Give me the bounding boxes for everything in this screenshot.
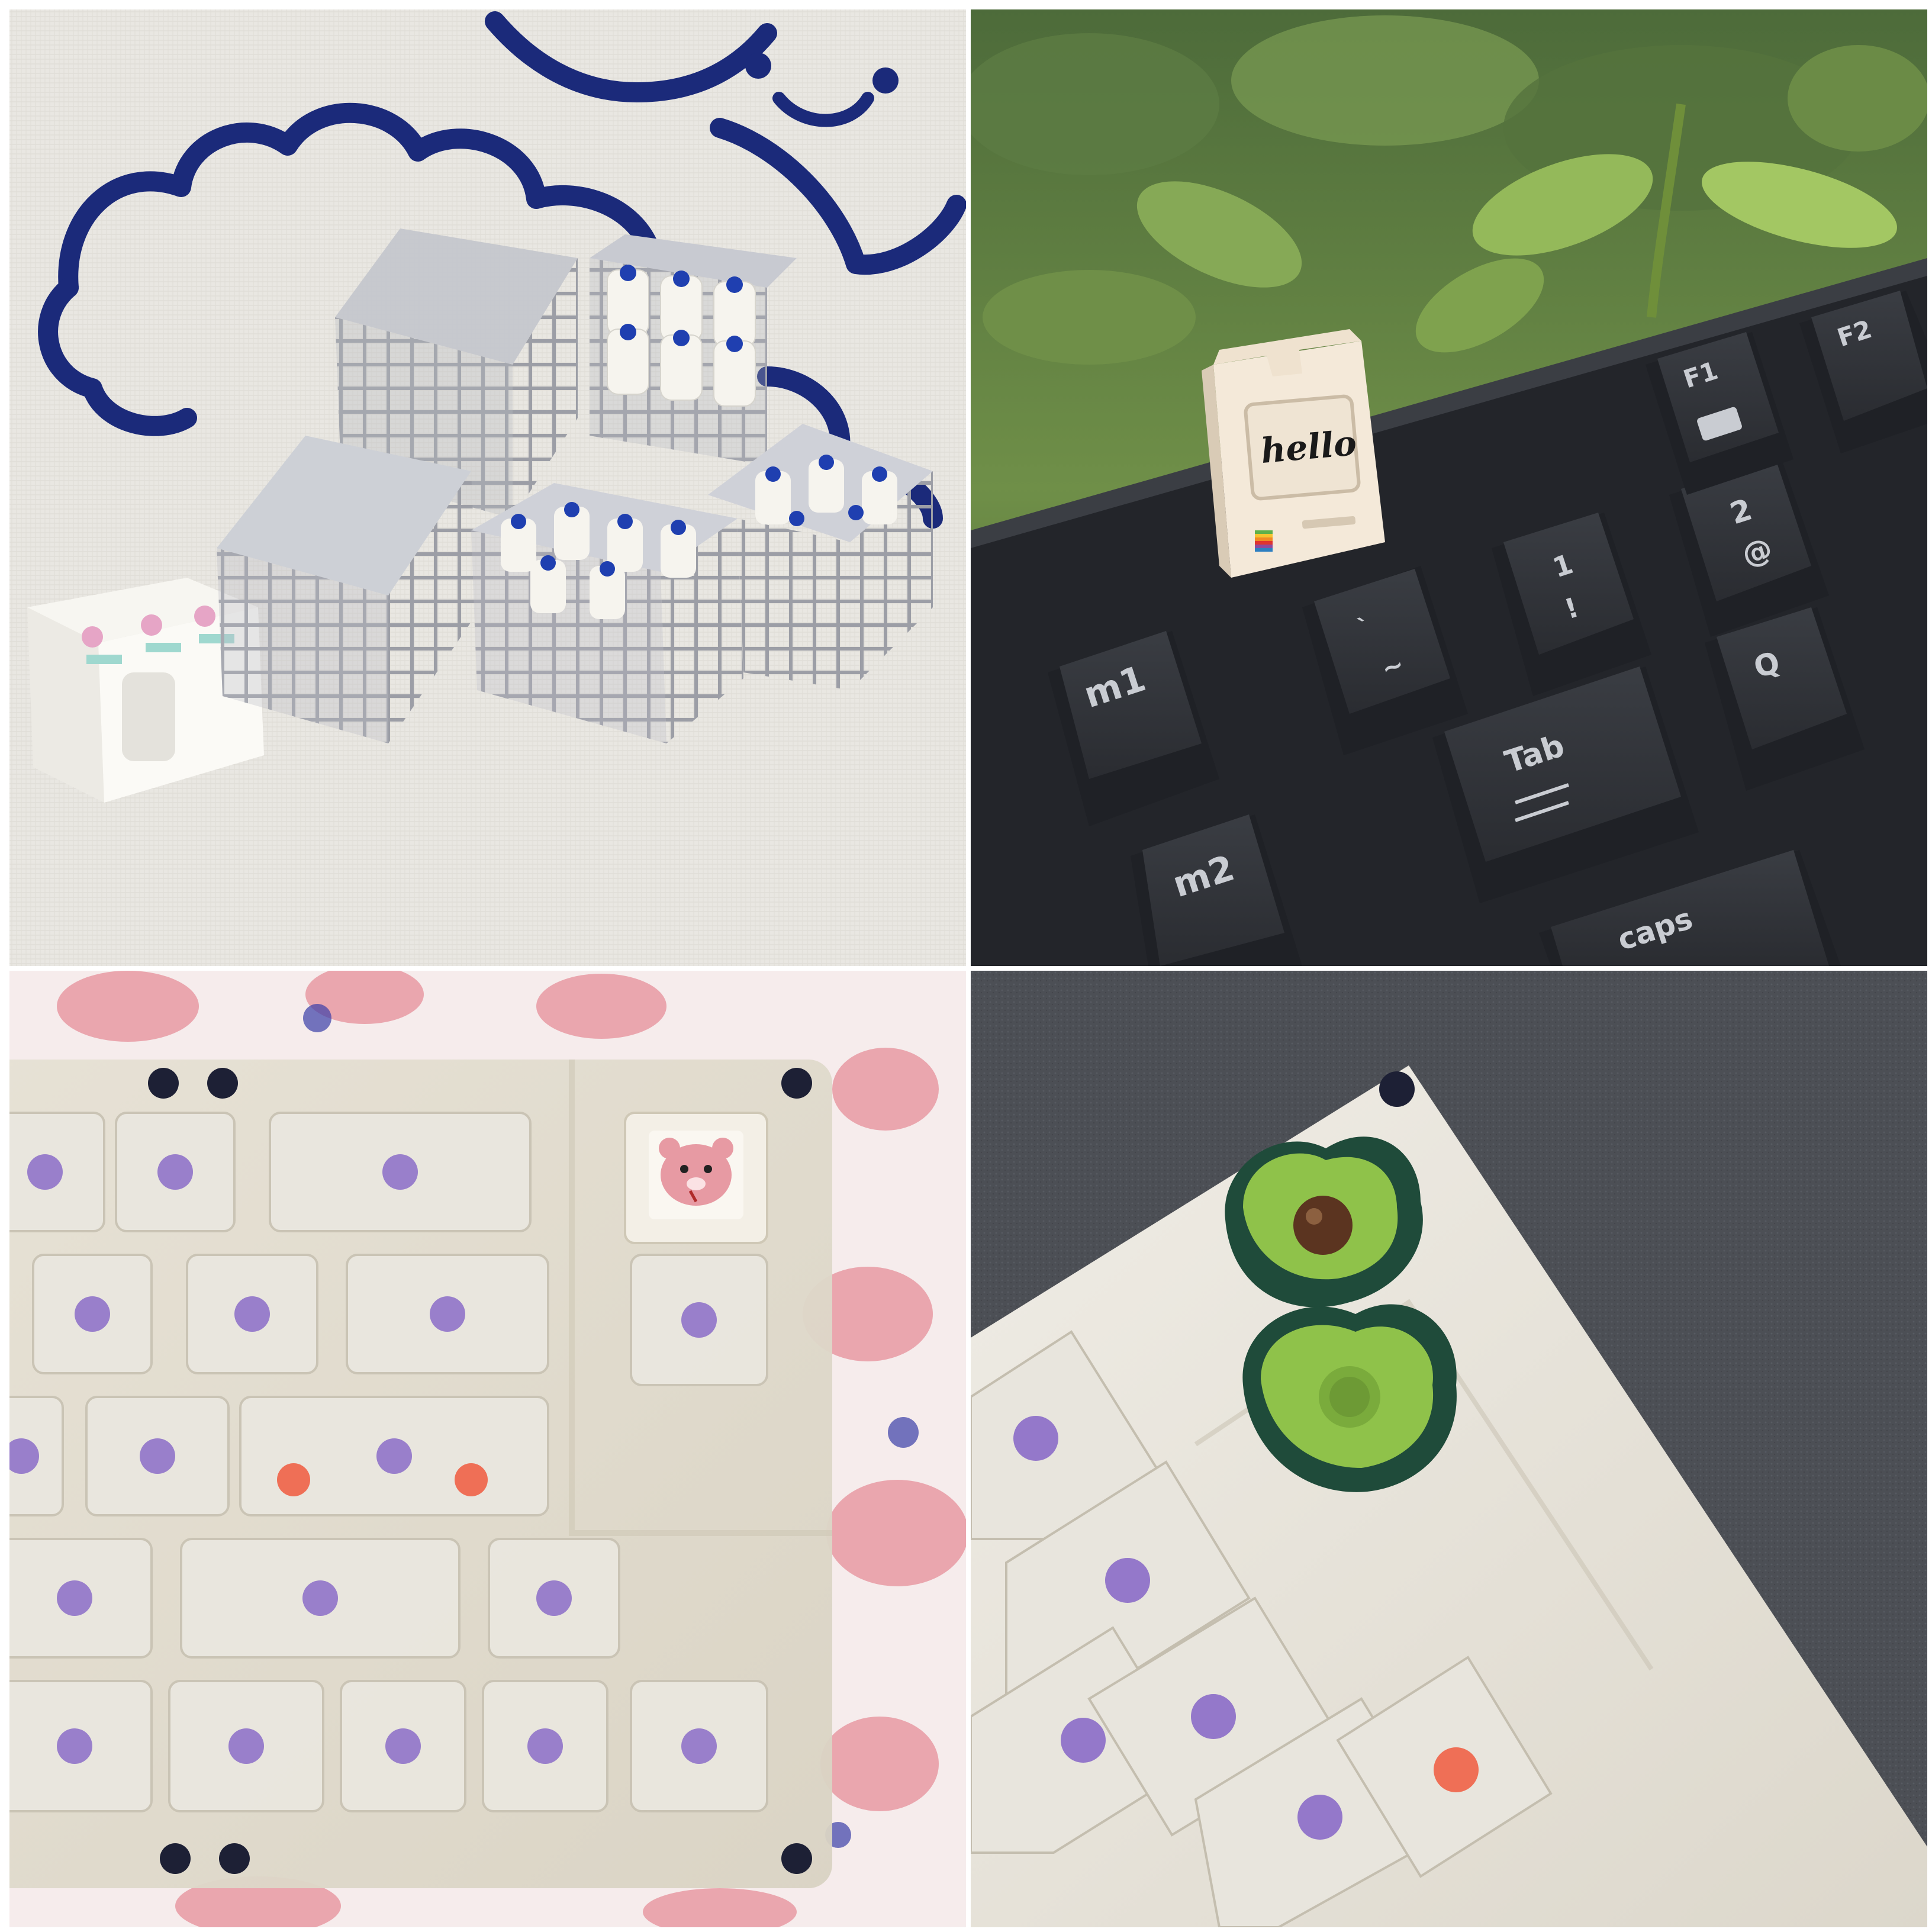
cloud-print: [38, 11, 966, 529]
crate-bottles-right: [708, 424, 933, 690]
cloud-face: [745, 53, 899, 127]
keycap-hello-text: hello: [1259, 423, 1358, 471]
photo-avocado-keycaps: [971, 971, 1927, 1927]
key-caps: caps: [1539, 850, 1841, 966]
case-screws: [148, 1068, 812, 1874]
plant-foliage: [971, 15, 1927, 365]
bear-print-background: [57, 971, 966, 1927]
crate-bottles-front: [471, 483, 743, 743]
mute-icon: [1697, 407, 1742, 441]
clear-keycaps: [9, 1112, 768, 1812]
key-m2: m2: [1131, 814, 1302, 966]
avocado-keycap-pit: [1225, 1136, 1423, 1308]
key-f1: F1: [1646, 332, 1793, 495]
case-screw: [1379, 1071, 1415, 1107]
key-1: 1 !: [1492, 513, 1651, 696]
avocado-keycap-hollow: [1242, 1304, 1457, 1492]
bear-keycap: [624, 1112, 768, 1244]
pink-bear-icon: [659, 1138, 733, 1206]
crate-empty-front: [217, 436, 477, 743]
key-2: 2 @: [1669, 459, 1829, 637]
key-grave: ` ~: [1302, 566, 1468, 755]
retro-computer-keycap: hello: [1202, 329, 1385, 578]
key-q: Q: [1705, 607, 1865, 791]
rainbow-apple-icon: [1255, 530, 1273, 552]
keyboard-keys: m1 m2 ` ~ 1: [1048, 291, 1927, 966]
milk-carton-keycap: [27, 578, 264, 803]
photo-milk-crates: [9, 9, 966, 966]
photo-bear-keycap: [9, 971, 966, 1927]
key-m1: m1: [1048, 631, 1219, 826]
photo-retro-keycap: m1 m2 ` ~ 1: [971, 9, 1927, 966]
crate-bottles-top: [590, 234, 797, 465]
key-f2: F2: [1799, 291, 1927, 453]
tab-arrows-icon: [1515, 783, 1569, 822]
key-tab: Tab: [1432, 666, 1699, 903]
crate-empty-back: [335, 228, 578, 519]
